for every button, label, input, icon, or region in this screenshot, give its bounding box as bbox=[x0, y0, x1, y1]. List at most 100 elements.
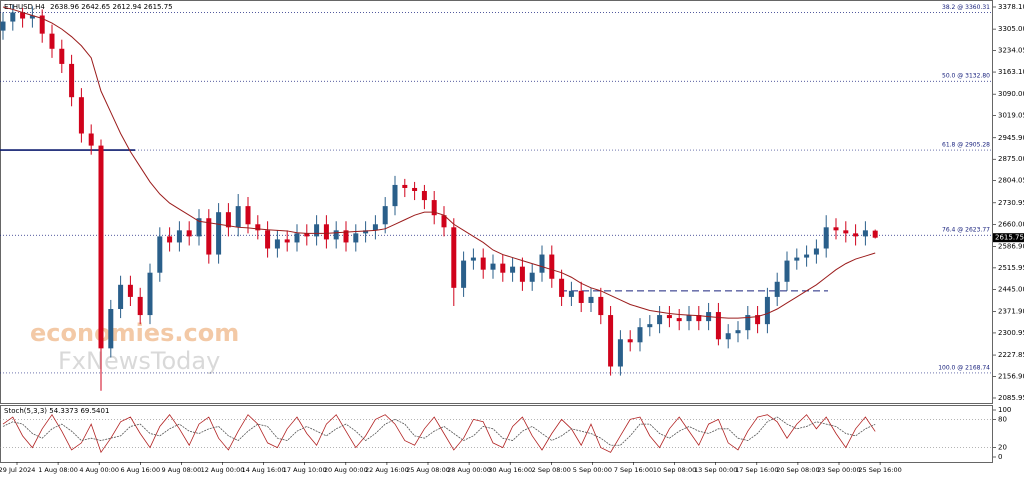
candle-body bbox=[539, 254, 545, 273]
watermark-text: economies.com bbox=[30, 319, 239, 347]
candle-body bbox=[69, 63, 75, 98]
x-tick-label: 12 Aug 00:00 bbox=[201, 466, 245, 474]
stoch-signal: 69.5401 bbox=[80, 407, 109, 415]
main-panel bbox=[0, 0, 993, 404]
candle-body bbox=[804, 254, 810, 258]
candle-body bbox=[108, 309, 114, 349]
x-tick-label: 25 Aug 08:00 bbox=[406, 466, 450, 474]
x-tick-label: 20 Sep 08:00 bbox=[776, 466, 819, 474]
x-tick-label: 22 Aug 16:00 bbox=[365, 466, 409, 474]
y-tick-label: 2586.90 bbox=[998, 242, 1024, 250]
y-tick-label: 3234.05 bbox=[998, 47, 1024, 55]
stoch-main: 54.3373 bbox=[49, 407, 78, 415]
candle-body bbox=[500, 263, 506, 273]
candle-body bbox=[225, 212, 231, 228]
candle-body bbox=[412, 187, 418, 191]
candle-body bbox=[617, 339, 623, 367]
candle-body bbox=[441, 215, 447, 228]
candle-body bbox=[872, 230, 878, 238]
candle-body bbox=[10, 12, 16, 22]
h: 2642.65 bbox=[81, 3, 110, 11]
x-tick-label: 29 Jul 2024 bbox=[0, 466, 35, 474]
candle-body bbox=[568, 290, 574, 297]
stoch-tick-label: 20 bbox=[998, 444, 1007, 452]
candle-body bbox=[666, 315, 672, 319]
y-tick-label: 3019.05 bbox=[998, 112, 1024, 120]
stoch-tick-label: 80 bbox=[998, 415, 1007, 423]
candle-body bbox=[39, 15, 45, 34]
candle-body bbox=[823, 227, 829, 249]
candle-body bbox=[157, 236, 163, 273]
fib-label: 76.4 @ 2623.77 bbox=[942, 227, 990, 234]
candle-body bbox=[598, 296, 604, 316]
candle-body bbox=[49, 33, 55, 49]
y-tick-label: 2875.00 bbox=[998, 155, 1024, 163]
candle-body bbox=[853, 233, 859, 237]
candle-body bbox=[578, 290, 584, 303]
candle-body bbox=[333, 230, 339, 240]
candle-body bbox=[88, 133, 94, 146]
y-tick-label: 2085.95 bbox=[998, 394, 1024, 402]
y-tick-label: 2300.95 bbox=[998, 329, 1024, 337]
x-tick-label: 20 Aug 00:00 bbox=[324, 466, 368, 474]
candle-body bbox=[265, 230, 271, 249]
candle-body bbox=[764, 296, 770, 325]
candle-body bbox=[735, 330, 741, 334]
candle-body bbox=[657, 315, 663, 325]
candle-body bbox=[686, 315, 692, 322]
candle-body bbox=[353, 233, 359, 243]
candle-body bbox=[382, 206, 388, 225]
candle-body bbox=[118, 284, 124, 310]
candle-body bbox=[186, 230, 192, 237]
candle-body bbox=[490, 263, 496, 270]
candle-body bbox=[304, 233, 310, 237]
candle-body bbox=[784, 260, 790, 282]
stoch-tick-label: 0 bbox=[998, 453, 1002, 461]
candle-body bbox=[235, 206, 241, 228]
candle-body bbox=[274, 239, 280, 249]
y-tick-label: 2445.00 bbox=[998, 285, 1024, 293]
y-tick-label: 3163.10 bbox=[998, 68, 1024, 76]
x-tick-label: 17 Sep 16:00 bbox=[735, 466, 778, 474]
x-tick-label: 10 Sep 08:00 bbox=[653, 466, 696, 474]
candle-body bbox=[137, 296, 143, 316]
x-tick-label: 1 Aug 08:00 bbox=[38, 466, 78, 474]
symbol: ETHUSD,H4 bbox=[4, 3, 45, 11]
price-label: 2615.75 bbox=[995, 234, 1024, 242]
candle-body bbox=[588, 296, 594, 303]
y-tick-label: 2156.90 bbox=[998, 373, 1024, 381]
stoch-name: Stoch(5,3,3) bbox=[4, 407, 47, 415]
x-tick-label: 25 Sep 16:00 bbox=[858, 466, 901, 474]
y-tick-label: 2515.95 bbox=[998, 264, 1024, 272]
candle-body bbox=[510, 266, 516, 273]
candle-body bbox=[774, 281, 780, 297]
l: 2612.94 bbox=[112, 3, 141, 11]
y-tick-label: 2227.85 bbox=[998, 351, 1024, 359]
candle-body bbox=[559, 278, 565, 297]
candle-body bbox=[608, 315, 614, 367]
candle-body bbox=[519, 266, 525, 282]
candle-body bbox=[627, 339, 633, 343]
candle-body bbox=[98, 145, 104, 349]
candle-body bbox=[392, 184, 398, 207]
candle-body bbox=[127, 284, 133, 297]
x-tick-label: 5 Sep 00:00 bbox=[573, 466, 612, 474]
candle-body bbox=[372, 224, 378, 231]
c: 2615.75 bbox=[144, 3, 173, 11]
candle-body bbox=[745, 315, 751, 331]
candle-body bbox=[294, 233, 300, 243]
candle-body bbox=[255, 224, 261, 231]
candle-body bbox=[245, 206, 251, 225]
fib-label: 61.8 @ 2905.28 bbox=[942, 142, 990, 149]
price-box bbox=[993, 233, 1024, 243]
candle-body bbox=[715, 312, 721, 340]
stoch-panel bbox=[0, 405, 993, 463]
candle-body bbox=[78, 97, 84, 134]
y-tick-label: 3090.00 bbox=[998, 90, 1024, 98]
stoch-line bbox=[2, 416, 876, 446]
candle-body bbox=[862, 230, 868, 237]
candle-body bbox=[284, 239, 290, 243]
candle-body bbox=[480, 257, 486, 270]
x-tick-label: 7 Sep 16:00 bbox=[614, 466, 653, 474]
